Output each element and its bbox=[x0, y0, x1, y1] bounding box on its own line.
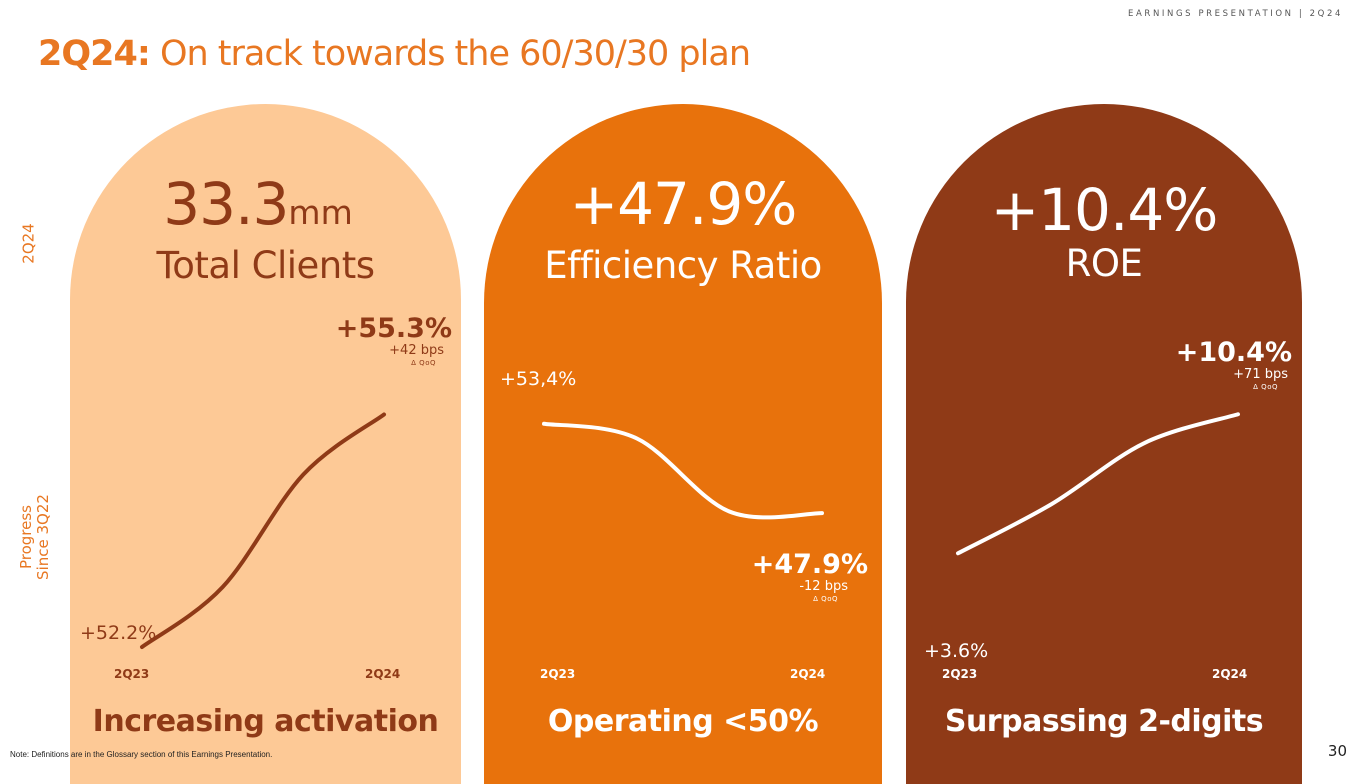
end-delta-label: +42 bps bbox=[310, 344, 444, 358]
page-title: 2Q24: On track towards the 60/30/30 plan bbox=[38, 34, 750, 74]
x-tick-start: 2Q23 bbox=[114, 667, 149, 681]
total-clients-card: 33.3mm Total Clients +52.2% +55.3% +42 b… bbox=[70, 104, 461, 784]
end-value-label: +47.9% bbox=[724, 550, 868, 580]
progress-label-line1: Progress bbox=[18, 482, 35, 592]
presentation-tag: EARNINGS PRESENTATION | 2Q24 bbox=[1128, 9, 1343, 19]
end-value-label: +10.4% bbox=[1146, 338, 1292, 368]
start-value-label: +3.6% bbox=[924, 640, 988, 662]
footer-caption: Operating <50% bbox=[484, 704, 882, 739]
x-tick-start: 2Q23 bbox=[942, 667, 977, 681]
title-text: On track towards the 60/30/30 plan bbox=[150, 34, 750, 74]
series-line bbox=[142, 415, 384, 648]
progress-side-label: Progress Since 3Q22 bbox=[18, 482, 52, 592]
x-tick-end: 2Q24 bbox=[1212, 667, 1247, 681]
delta-qoq-caption: Δ QoQ bbox=[1146, 382, 1278, 392]
end-value-block: +10.4% +71 bps Δ QoQ bbox=[1146, 338, 1292, 392]
line-chart bbox=[906, 104, 1302, 704]
delta-qoq-caption: Δ QoQ bbox=[310, 358, 436, 368]
x-tick-start: 2Q23 bbox=[540, 667, 575, 681]
line-chart bbox=[70, 104, 461, 704]
title-period: 2Q24: bbox=[38, 34, 150, 74]
end-value-block: +55.3% +42 bps Δ QoQ bbox=[310, 314, 452, 368]
x-tick-end: 2Q24 bbox=[790, 667, 825, 681]
footnote: Note: Definitions are in the Glossary se… bbox=[10, 750, 272, 759]
line-chart bbox=[484, 104, 882, 704]
end-delta-label: +71 bps bbox=[1146, 368, 1288, 382]
end-value-block: +47.9% -12 bps Δ QoQ bbox=[724, 550, 868, 604]
footer-caption: Surpassing 2-digits bbox=[906, 704, 1302, 739]
efficiency-ratio-card: +47.9% Efficiency Ratio +53,4% +47.9% -1… bbox=[484, 104, 882, 784]
end-value-label: +55.3% bbox=[310, 314, 452, 344]
x-tick-end: 2Q24 bbox=[365, 667, 400, 681]
series-line bbox=[958, 414, 1238, 553]
start-value-label: +53,4% bbox=[500, 368, 576, 390]
end-delta-label: -12 bps bbox=[724, 580, 848, 594]
period-side-label: 2Q24 bbox=[21, 214, 38, 274]
delta-qoq-caption: Δ QoQ bbox=[724, 594, 838, 604]
series-line bbox=[544, 424, 822, 518]
roe-card: +10.4% ROE +3.6% +10.4% +71 bps Δ QoQ 2Q… bbox=[906, 104, 1302, 784]
progress-label-line2: Since 3Q22 bbox=[35, 482, 52, 592]
page-number: 30 bbox=[1328, 742, 1347, 760]
start-value-label: +52.2% bbox=[80, 622, 156, 644]
footer-caption: Increasing activation bbox=[70, 704, 461, 739]
